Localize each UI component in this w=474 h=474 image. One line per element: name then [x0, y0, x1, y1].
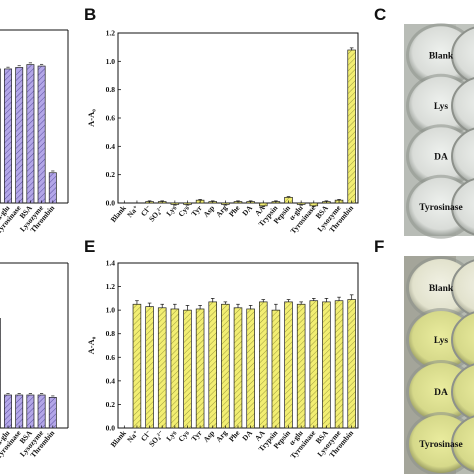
bar: [347, 49, 356, 204]
well-label: Lys: [434, 102, 449, 112]
y-tick-label: 0.2: [106, 170, 116, 179]
bar: [26, 394, 35, 429]
x-tick-label: Cys: [176, 203, 191, 218]
x-tick-label: SO₄²⁻: [147, 428, 166, 448]
bar: [347, 299, 356, 429]
neighbor-well: [451, 311, 474, 369]
neighbor-well: [451, 127, 474, 185]
bar: [15, 67, 24, 204]
bar: [296, 303, 306, 429]
bar: [183, 309, 192, 429]
y-tick-label: 0.0: [106, 424, 116, 433]
y-tick-label: 0.8: [106, 329, 116, 338]
bar: [4, 68, 12, 204]
y-axis-title: A-A₀: [86, 336, 96, 354]
bar: [271, 309, 281, 429]
bar: [132, 303, 142, 429]
y-tick-label: 0.0: [106, 199, 116, 208]
y-tick-label: 0.6: [106, 114, 116, 123]
bar: [48, 397, 57, 429]
bar: [26, 64, 35, 204]
y-axis-title: A-A₀: [86, 109, 96, 127]
well-label: Lys: [434, 336, 449, 346]
neighbor-well: [451, 415, 474, 473]
neighbor-well: [451, 77, 474, 135]
y-tick-label: 1.0: [106, 57, 116, 66]
x-tick-label: Phe: [227, 428, 242, 444]
x-tick-label: Lys: [164, 428, 178, 442]
bar: [48, 172, 57, 204]
x-tick-label: Arg: [214, 428, 229, 444]
bar: [284, 301, 293, 429]
y-tick-label: 0.4: [106, 142, 116, 151]
panel-f-photo: Blank Lys DA Tyrosinase: [404, 256, 474, 474]
bar: [157, 307, 167, 429]
neighbor-well: [451, 259, 474, 317]
bar: [37, 394, 46, 429]
y-tick-label: 0.6: [106, 353, 116, 362]
neighbor-well: [451, 26, 474, 84]
x-tick-label: Phe: [227, 203, 242, 219]
neighbor-well: [451, 178, 474, 236]
bar: [221, 303, 230, 429]
bar: [4, 394, 12, 429]
panel-c-photo: Blank Lys DA Tyrosinase: [404, 23, 474, 239]
bar: [309, 300, 319, 429]
y-tick-label: 1.2: [106, 29, 116, 38]
y-tick-label: 0.4: [106, 376, 116, 385]
x-tick-label: Asp: [201, 204, 216, 219]
bar: [208, 301, 218, 429]
bar: [195, 308, 205, 429]
x-tick-label: DA: [240, 428, 254, 443]
panel-e-letter: E: [84, 237, 95, 256]
x-tick-label: α-glu: [0, 204, 12, 223]
x-tick-label: Lys: [164, 203, 178, 217]
well-label: Blank: [429, 284, 454, 294]
x-tick-label: Na⁺: [125, 203, 140, 219]
well-label: DA: [434, 152, 448, 162]
x-tick-label: Cys: [176, 428, 191, 443]
y-tick-label: 0.2: [106, 400, 116, 409]
panel-b-letter: B: [84, 5, 96, 24]
bar: [233, 307, 243, 429]
x-tick-label: Asp: [201, 429, 216, 444]
x-tick-label: Tyr: [189, 428, 204, 443]
bar: [258, 301, 268, 429]
bar: [37, 65, 46, 204]
well-label: Tyrosinase: [419, 440, 462, 450]
x-tick-label: α-glu: [0, 429, 12, 448]
bar: [145, 306, 154, 429]
x-tick-label: Na⁺: [125, 428, 140, 444]
bar: [15, 394, 24, 429]
x-tick-label: Tyr: [189, 203, 204, 218]
x-tick-label: SO₄²⁻: [147, 203, 166, 223]
y-tick-label: 1.2: [106, 282, 116, 291]
well-label: Blank: [429, 51, 454, 61]
x-tick-label: Arg: [214, 203, 229, 219]
panel-e-chart: 0.00.20.40.60.81.01.21.4A-A₀BlankNa⁺Cl⁻S…: [86, 259, 359, 461]
bar: [170, 308, 180, 429]
neighbor-well: [451, 363, 474, 421]
bar: [322, 301, 331, 429]
plot-frame: [117, 32, 359, 204]
panel-f-letter: F: [374, 237, 384, 256]
bar: [334, 300, 344, 429]
well-label: DA: [434, 388, 448, 398]
x-tick-label: DA: [240, 203, 254, 218]
y-tick-label: 1.4: [106, 259, 116, 268]
panel-b-chart: 0.00.20.40.60.81.01.2A-A₀BlankNa⁺Cl⁻SO₄²…: [86, 29, 359, 236]
y-tick-label: 1.0: [106, 306, 116, 315]
well-label: Tyrosinase: [419, 203, 462, 213]
bar: [246, 308, 255, 429]
panel-c-letter: C: [374, 5, 386, 24]
y-tick-label: 0.8: [106, 85, 116, 94]
